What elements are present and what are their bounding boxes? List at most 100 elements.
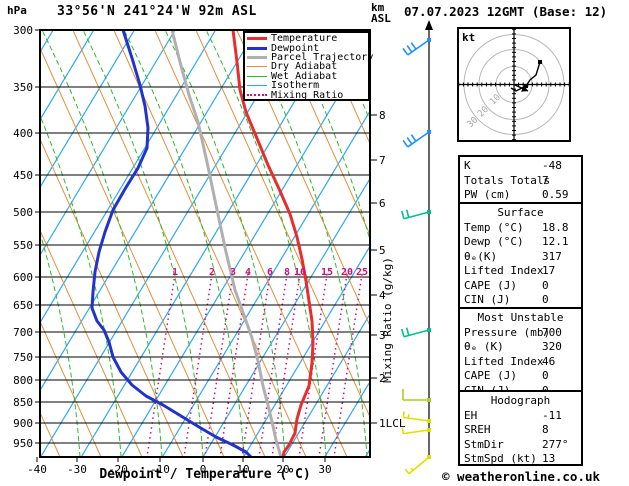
panel-row-value: 700	[542, 325, 562, 339]
mixing-ratio-value-label: 6	[267, 267, 273, 278]
temp-tick-label: 10	[236, 463, 249, 476]
panel-row: θₑ(K) 317	[464, 250, 577, 265]
legend-label: Temperature	[271, 33, 338, 45]
indices-panel: K -48 Totals Totals 7 PW (cm) 0.59	[458, 155, 583, 204]
hodograph-unit-label: kt	[462, 31, 475, 44]
panel-row-value: 0	[542, 278, 549, 292]
wind-barb-icon	[401, 209, 431, 220]
wet-adiabat-line	[82, 30, 204, 457]
parcel-trajectory-curve	[170, 30, 283, 457]
panel-row: Dewp (°C) 12.1	[464, 235, 577, 250]
pressure-unit-label: hPa	[7, 4, 27, 17]
indices-panel: Surface Temp (°C) 18.8 Dewp (°C) 12.1 θₑ(K) 31…	[458, 202, 583, 309]
panel-row: EH -11	[464, 409, 577, 424]
pressure-tick-label: 300	[13, 24, 33, 37]
temp-tick-label: 0	[200, 463, 207, 476]
pressure-tick-label: 350	[13, 81, 33, 94]
mixing-ratio-value-label: 10	[294, 267, 306, 278]
panel-row-label: CAPE (J)	[464, 369, 517, 382]
wet-adiabat-line	[164, 30, 286, 457]
wet-adiabat-line	[246, 30, 368, 457]
dry-adiabat-line	[40, 138, 184, 457]
pressure-tick-label: 400	[13, 127, 33, 140]
wind-barb-icon	[402, 130, 431, 148]
panel-row-value: 277°	[542, 437, 569, 451]
panel-row: StmSpd (kt) 13	[464, 452, 577, 467]
km-lcl-label: 1LCL	[379, 417, 406, 430]
dry-adiabat-line	[72, 30, 266, 457]
mixing-ratio-line	[333, 273, 363, 457]
panel-row: CAPE (J) 0	[464, 369, 577, 384]
panel-row: K -48	[464, 159, 577, 174]
panel-row: StmDir 277°	[464, 438, 577, 453]
panel-row-value: 0	[542, 293, 549, 306]
panel-row: CAPE (J) 0	[464, 279, 577, 294]
panel-row-label: Pressure (mb)	[464, 325, 551, 339]
panel-row: SREH 8	[464, 423, 577, 438]
hodograph-ring-label: 30	[466, 115, 481, 130]
panel-row-label: K	[464, 159, 471, 172]
dry-adiabat-line	[40, 320, 102, 457]
temp-tick-label: -30	[67, 463, 87, 476]
km-tick-label: 4	[379, 289, 386, 302]
pressure-tick-label: 450	[13, 169, 33, 182]
indices-panel: Hodograph EH -11 SREH 8 StmDir 277° StmSpd (kt)…	[458, 390, 583, 466]
panel-row: Temp (°C) 18.8	[464, 221, 577, 236]
temperature-axis-title: Dewpoint / Temperature (°C)	[99, 467, 311, 482]
temp-tick-label: 20	[276, 463, 289, 476]
wet-adiabat-line	[123, 30, 245, 457]
legend-item: Mixing Ratio	[247, 90, 368, 100]
isotherm-line	[161, 109, 370, 457]
indices-panel: Most Unstable Pressure (mb) 700 θₑ (K) 320 Li…	[458, 307, 583, 397]
mixing-ratio-value-label: 2	[209, 267, 215, 278]
panel-row-label: Lifted Index	[464, 264, 544, 277]
altitude-unit-label: km ASL	[371, 1, 391, 25]
temp-tick-label: -40	[27, 463, 47, 476]
pressure-tick-label: 850	[13, 396, 33, 409]
panel-row-value: 13	[542, 452, 556, 465]
wind-barb-icon	[404, 455, 431, 475]
isotherm-line	[40, 30, 176, 257]
wind-staff-arrow-icon	[425, 20, 433, 30]
panel-row-label: Totals Totals	[464, 173, 551, 187]
panel-row: Totals Totals 7	[464, 174, 577, 189]
panel-row: Lifted Index 17	[464, 264, 577, 279]
dry-adiabat-line	[318, 30, 370, 145]
legend-swatch	[247, 55, 267, 59]
legend-item: Parcel Trajectory	[247, 52, 373, 62]
legend-swatch	[247, 94, 267, 97]
wet-adiabat-line	[452, 30, 455, 457]
dry-adiabat-line	[277, 30, 370, 236]
panel-row-label: SREH	[464, 423, 491, 436]
plot-border	[39, 29, 371, 458]
legend-swatch	[247, 75, 267, 77]
background-grid	[40, 30, 455, 457]
legend-swatch	[247, 66, 267, 68]
chart-legend: Temperature Dewpoint Parcel Trajectory Dry …	[243, 31, 373, 101]
pressure-tick-label: 900	[13, 417, 33, 430]
wind-barb-icon	[402, 411, 431, 423]
panel-row-value: 0	[542, 369, 549, 382]
dry-adiabat-line	[40, 229, 143, 457]
hodograph-trace-marker	[538, 60, 542, 64]
pressure-tick-label: 500	[13, 206, 33, 219]
isotherm-line	[40, 30, 135, 189]
isotherm-line	[324, 380, 370, 457]
legend-item: Wet Adiabat	[247, 71, 368, 81]
datetime-label: 07.07.2023 12GMT (Base: 12)	[404, 4, 608, 19]
mixing-ratio-value-label: 15	[321, 267, 333, 278]
station-title: 33°56'N 241°24'W 92m ASL	[57, 4, 257, 19]
legend-item: Dewpoint	[247, 42, 368, 54]
panel-title: Surface	[497, 206, 544, 219]
panel-row-value: 17	[542, 264, 556, 277]
mixing-ratio-value-label: 25	[356, 267, 368, 278]
skewt-chart: 3003504004505005506006507007508008509009…	[13, 20, 455, 476]
wet-adiabat-line	[205, 30, 327, 457]
panel-row-label: θₑ (K)	[464, 340, 504, 353]
panel-title: Most Unstable	[477, 311, 564, 324]
hodograph-border	[457, 27, 571, 142]
dry-adiabat-line	[195, 30, 370, 419]
legend-label: Dewpoint	[271, 42, 320, 54]
km-tick-label: 5	[379, 244, 386, 257]
pressure-tick-label: 650	[13, 299, 33, 312]
